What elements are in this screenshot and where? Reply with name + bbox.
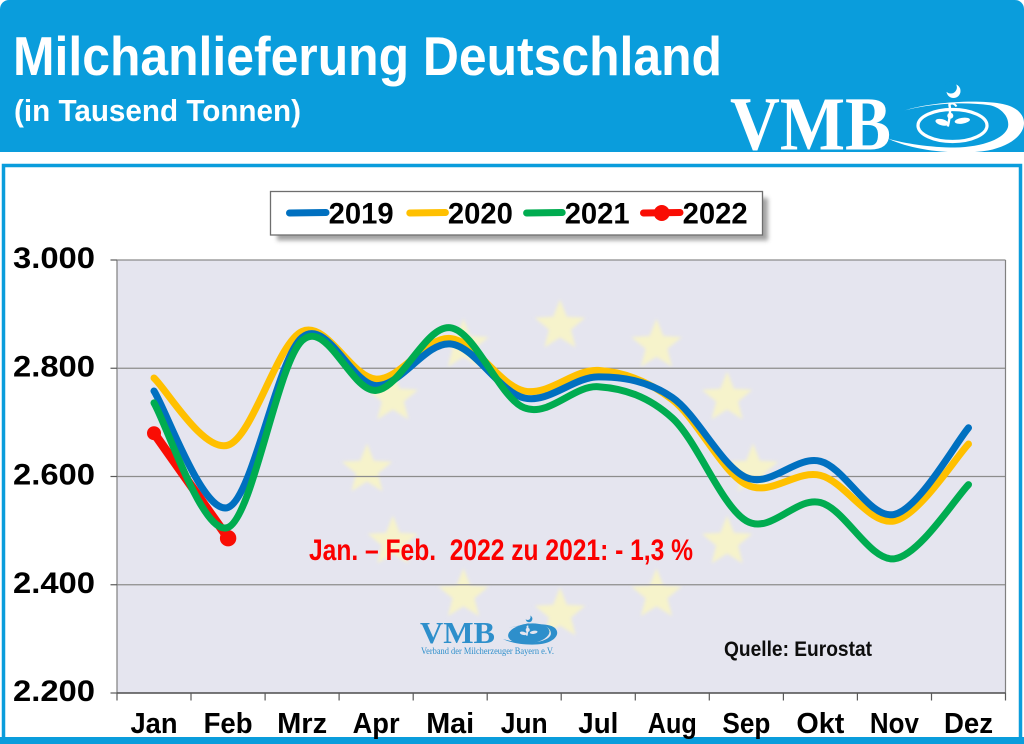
svg-text:Jan: Jan <box>131 708 178 740</box>
svg-text:2022: 2022 <box>683 198 748 231</box>
svg-text:2.200: 2.200 <box>13 675 95 708</box>
svg-text:VMB: VMB <box>730 83 891 167</box>
svg-text:2.400: 2.400 <box>13 567 95 600</box>
svg-text:Milchanlieferung Deutschland: Milchanlieferung Deutschland <box>13 25 722 87</box>
svg-text:(in Tausend Tonnen): (in Tausend Tonnen) <box>14 93 301 128</box>
svg-text:Quelle: Eurostat: Quelle: Eurostat <box>724 637 872 661</box>
svg-text:3.000: 3.000 <box>13 242 95 275</box>
svg-text:Jul: Jul <box>578 708 618 740</box>
svg-text:Aug: Aug <box>648 708 697 740</box>
svg-text:2.800: 2.800 <box>13 350 95 383</box>
svg-text:Okt: Okt <box>796 708 844 740</box>
svg-text:2.600: 2.600 <box>13 459 95 492</box>
svg-text:VMB: VMB <box>420 615 495 650</box>
svg-text:2020: 2020 <box>448 198 513 231</box>
svg-text:2019: 2019 <box>329 198 394 231</box>
svg-text:Apr: Apr <box>353 708 400 740</box>
svg-text:Jun: Jun <box>501 708 548 740</box>
svg-text:Sep: Sep <box>722 708 770 740</box>
svg-text:Mai: Mai <box>426 708 474 740</box>
svg-text:Mrz: Mrz <box>277 708 327 740</box>
svg-text:Verband der Milcherzeuger Baye: Verband der Milcherzeuger Bayern e.V. <box>421 647 554 657</box>
svg-text:2021: 2021 <box>565 198 630 231</box>
svg-text:Feb: Feb <box>204 708 253 740</box>
svg-text:Nov: Nov <box>870 708 919 740</box>
svg-text:Dez: Dez <box>944 708 993 740</box>
svg-text:Jan. – Feb. 2022 zu 2021: - 1: Jan. – Feb. 2022 zu 2021: - 1,3 % <box>309 534 693 567</box>
